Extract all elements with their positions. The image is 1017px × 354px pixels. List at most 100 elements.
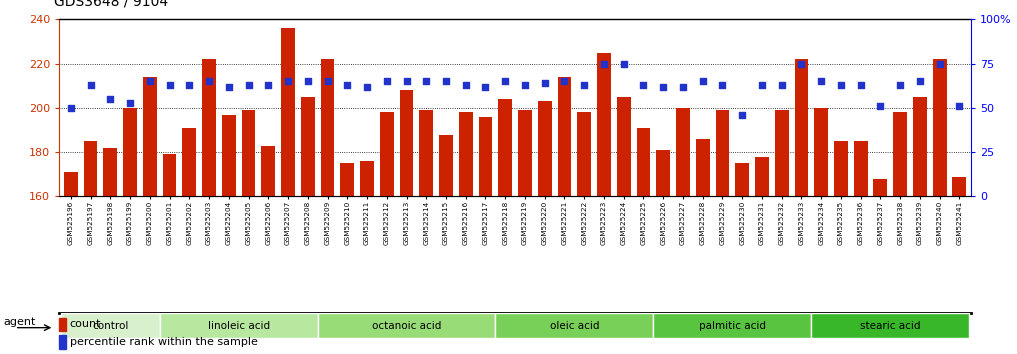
- Bar: [61, 313, 160, 338]
- Bar: [64, 172, 77, 196]
- Bar: [794, 59, 809, 196]
- Bar: [59, 318, 66, 331]
- Bar: [341, 163, 354, 196]
- Point: [359, 84, 375, 90]
- Bar: [557, 77, 572, 196]
- Point: [399, 79, 415, 84]
- Point: [636, 82, 652, 88]
- Point: [556, 79, 573, 84]
- Point: [102, 96, 118, 102]
- Point: [63, 105, 79, 111]
- Bar: [815, 108, 828, 196]
- Bar: [419, 110, 433, 196]
- Bar: [202, 59, 216, 196]
- Bar: [775, 110, 788, 196]
- Bar: [320, 59, 335, 196]
- Bar: [182, 128, 196, 196]
- Bar: [676, 108, 690, 196]
- Text: count: count: [69, 319, 101, 329]
- Bar: [317, 313, 495, 338]
- Bar: [913, 97, 926, 196]
- Point: [813, 79, 829, 84]
- Point: [181, 82, 197, 88]
- Point: [221, 84, 237, 90]
- Point: [675, 84, 692, 90]
- Point: [793, 61, 810, 67]
- Bar: [518, 110, 532, 196]
- Point: [655, 84, 671, 90]
- Point: [714, 82, 730, 88]
- Bar: [637, 128, 650, 196]
- Point: [517, 82, 533, 88]
- Bar: [360, 161, 374, 196]
- Point: [833, 82, 849, 88]
- Bar: [696, 139, 710, 196]
- Point: [912, 79, 929, 84]
- Bar: [439, 135, 453, 196]
- Bar: [953, 177, 966, 196]
- Bar: [160, 313, 317, 338]
- Bar: [812, 313, 969, 338]
- Point: [280, 79, 296, 84]
- Bar: [498, 99, 513, 196]
- Point: [774, 82, 790, 88]
- Bar: [222, 115, 236, 196]
- Bar: [735, 163, 750, 196]
- Text: octanoic acid: octanoic acid: [372, 321, 441, 331]
- Point: [695, 79, 711, 84]
- Point: [852, 82, 869, 88]
- Bar: [495, 313, 653, 338]
- Bar: [874, 179, 887, 196]
- Bar: [656, 150, 670, 196]
- Bar: [123, 108, 137, 196]
- Bar: [653, 313, 812, 338]
- Bar: [616, 97, 631, 196]
- Bar: [755, 156, 769, 196]
- Text: oleic acid: oleic acid: [549, 321, 599, 331]
- Bar: [163, 154, 177, 196]
- Point: [122, 100, 138, 105]
- Text: GDS3648 / 9104: GDS3648 / 9104: [55, 0, 169, 9]
- Bar: [83, 141, 98, 196]
- Point: [932, 61, 948, 67]
- Point: [300, 79, 316, 84]
- Bar: [242, 110, 255, 196]
- Bar: [301, 97, 314, 196]
- Text: palmitic acid: palmitic acid: [699, 321, 766, 331]
- Bar: [578, 112, 591, 196]
- Point: [615, 61, 632, 67]
- Bar: [853, 141, 868, 196]
- Bar: [479, 117, 492, 196]
- Point: [260, 82, 277, 88]
- Point: [162, 82, 178, 88]
- Point: [141, 79, 158, 84]
- Point: [951, 103, 967, 109]
- Point: [458, 82, 474, 88]
- Point: [537, 80, 553, 86]
- Point: [201, 79, 218, 84]
- Point: [240, 82, 256, 88]
- Point: [497, 79, 514, 84]
- Text: percentile rank within the sample: percentile rank within the sample: [69, 337, 257, 347]
- Point: [892, 82, 908, 88]
- Bar: [538, 101, 551, 196]
- Bar: [716, 110, 729, 196]
- Point: [576, 82, 592, 88]
- Bar: [893, 112, 907, 196]
- Bar: [400, 90, 414, 196]
- Text: linoleic acid: linoleic acid: [207, 321, 270, 331]
- Bar: [834, 141, 848, 196]
- Point: [418, 79, 434, 84]
- Point: [438, 79, 455, 84]
- Point: [477, 84, 493, 90]
- Bar: [933, 59, 947, 196]
- Bar: [59, 335, 66, 349]
- Text: stearic acid: stearic acid: [860, 321, 920, 331]
- Bar: [459, 112, 473, 196]
- Point: [596, 61, 612, 67]
- Text: control: control: [93, 321, 128, 331]
- Point: [754, 82, 770, 88]
- Point: [319, 79, 336, 84]
- Point: [339, 82, 355, 88]
- Bar: [143, 77, 157, 196]
